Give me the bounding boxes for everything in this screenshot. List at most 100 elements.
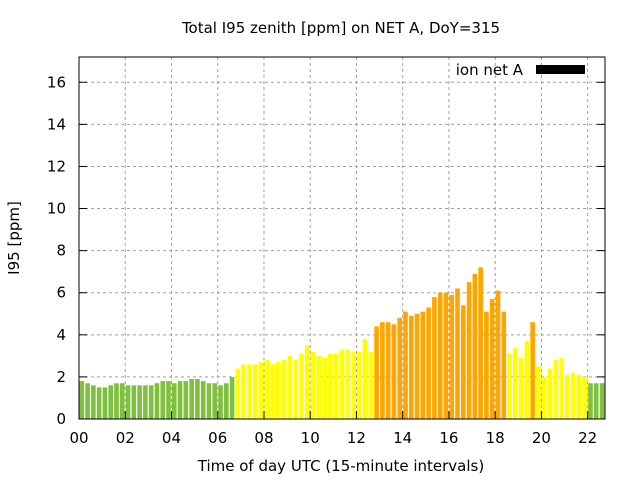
bar	[96, 387, 102, 419]
bar	[235, 368, 241, 419]
bar	[293, 360, 298, 419]
x-tick-label: 20	[532, 429, 551, 447]
bar	[437, 292, 443, 419]
bar	[258, 362, 264, 419]
bar	[137, 385, 142, 419]
bar	[322, 357, 327, 419]
bar	[466, 282, 472, 419]
bar	[565, 374, 570, 419]
bar	[333, 353, 339, 419]
bar	[114, 383, 119, 419]
bar	[553, 360, 559, 419]
bar	[264, 360, 270, 419]
bar	[599, 383, 605, 419]
x-tick-label: 16	[439, 429, 458, 447]
bar	[270, 364, 275, 419]
bar	[310, 351, 316, 419]
legend: ion net A	[456, 61, 585, 79]
bar	[380, 322, 385, 419]
bar	[507, 353, 512, 419]
grid-lines	[79, 57, 605, 419]
x-axis-ticks: 00 02 04 06 08 10 12 14 16 18 20 22	[69, 411, 597, 447]
x-tick-label: 10	[301, 429, 320, 447]
bar	[339, 349, 345, 419]
bar	[247, 364, 252, 419]
bar	[414, 313, 420, 419]
bar	[443, 292, 449, 419]
x-tick-label: 06	[208, 429, 227, 447]
x-tick-label: 18	[486, 429, 505, 447]
bar	[356, 351, 362, 419]
bar	[299, 353, 304, 419]
legend-swatch	[536, 65, 585, 74]
bar	[125, 385, 131, 419]
bar	[345, 349, 351, 419]
bar	[287, 355, 293, 419]
legend-label: ion net A	[456, 61, 524, 79]
bar	[119, 383, 125, 419]
bar	[472, 273, 478, 419]
bar	[218, 385, 223, 419]
x-tick-label: 22	[578, 429, 597, 447]
bar	[206, 383, 212, 419]
bar	[501, 311, 507, 419]
bar	[547, 368, 553, 419]
bar	[576, 374, 582, 419]
x-tick-label: 00	[69, 429, 88, 447]
bar	[148, 385, 154, 419]
y-tick-label: 16	[47, 73, 66, 91]
bar	[212, 383, 218, 419]
bar	[518, 357, 524, 419]
bar	[281, 360, 287, 419]
bar	[362, 339, 368, 419]
y-tick-label: 8	[56, 242, 66, 260]
bar	[351, 351, 356, 419]
bar	[368, 351, 374, 419]
bar	[455, 288, 460, 419]
bar	[385, 322, 391, 419]
x-tick-label: 12	[347, 429, 366, 447]
bar	[460, 305, 466, 419]
x-tick-label: 14	[393, 429, 412, 447]
bar	[183, 381, 189, 419]
bar	[85, 383, 90, 419]
bar	[316, 355, 322, 419]
x-axis-label: Time of day UTC (15-minute intervals)	[197, 457, 484, 475]
x-tick-label: 04	[162, 429, 181, 447]
bar	[524, 341, 530, 419]
bar	[102, 387, 108, 419]
bar	[91, 385, 96, 419]
y-tick-label: 10	[47, 200, 66, 218]
bar	[160, 381, 166, 419]
chart-title: Total I95 zenith [ppm] on NET A, DoY=315	[181, 19, 500, 37]
bar	[171, 383, 177, 419]
bar	[495, 290, 501, 419]
bar	[276, 362, 281, 419]
x-tick-label: 08	[254, 429, 273, 447]
bar	[374, 326, 379, 419]
plot-frame	[78, 56, 606, 420]
bar	[426, 307, 431, 419]
bar	[79, 381, 85, 419]
bar	[252, 364, 258, 419]
bar	[403, 311, 408, 419]
bar	[143, 385, 148, 419]
bar	[536, 366, 541, 419]
bar	[224, 383, 229, 419]
y-tick-label: 6	[56, 284, 66, 302]
bar	[432, 296, 437, 419]
x-tick-label: 02	[116, 429, 135, 447]
y-axis-label: I95 [ppm]	[5, 201, 23, 275]
y-axis-ticks: 0 2 4 6 8 10 12 14 16	[47, 73, 605, 428]
bar	[530, 322, 535, 419]
bar	[559, 357, 564, 419]
bar	[420, 311, 426, 419]
bar	[541, 376, 547, 419]
bar	[304, 345, 310, 419]
y-tick-label: 2	[56, 368, 66, 386]
bar	[478, 267, 483, 419]
bar	[200, 381, 206, 419]
y-tick-label: 0	[56, 410, 66, 428]
bar	[391, 324, 397, 419]
